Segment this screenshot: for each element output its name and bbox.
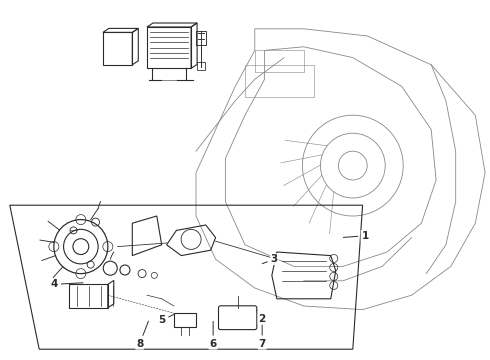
Bar (245, 65, 314, 97)
Bar (174, 313, 196, 327)
Text: 6: 6 (210, 321, 217, 349)
Bar (69, 284, 108, 308)
Text: 3: 3 (262, 254, 278, 264)
Bar (197, 62, 205, 69)
Text: 5: 5 (158, 314, 174, 325)
Text: 2: 2 (256, 310, 266, 324)
Text: 4: 4 (50, 279, 83, 289)
Text: 7: 7 (258, 325, 266, 349)
Bar (255, 50, 304, 72)
Text: 1: 1 (343, 231, 368, 241)
Text: 8: 8 (136, 321, 148, 349)
Bar (147, 27, 191, 68)
Bar (196, 31, 206, 45)
Bar (103, 32, 132, 65)
